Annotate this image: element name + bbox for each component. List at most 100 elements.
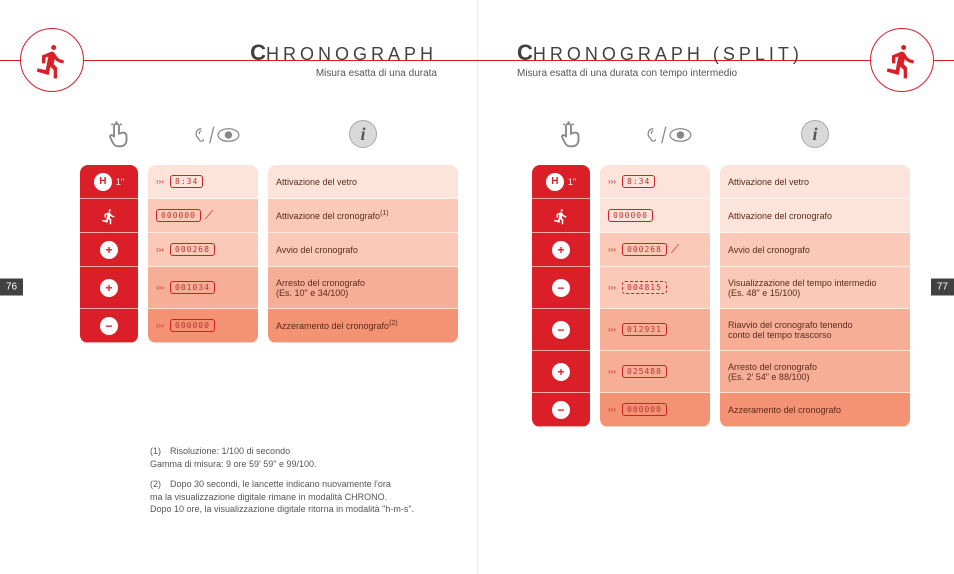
title-block-right: CHRONOGRAPH (SPLIT) Misura esatta di una… <box>517 40 803 79</box>
h-button-icon: H <box>546 173 564 191</box>
action-cell: H1" <box>532 165 590 199</box>
sound-wave-icon: ››› <box>608 283 618 292</box>
display-cell: ››› 8:34 <box>600 165 710 199</box>
lcd-display: 000000 <box>156 209 201 222</box>
page-right: CHRONOGRAPH (SPLIT) Misura esatta di una… <box>477 0 954 574</box>
action-cell: + <box>80 233 138 267</box>
runner-icon <box>100 207 118 225</box>
sound-wave-icon: ››› <box>156 283 166 292</box>
sound-wave-icon: ››› <box>608 325 618 334</box>
minus-button-icon: − <box>552 321 570 339</box>
watch-hand-icon: ⟋ <box>671 242 679 257</box>
page-left: CHRONOGRAPH Misura esatta di una durata … <box>0 0 477 574</box>
info-icon: i <box>801 120 829 148</box>
display-cell: ››› 004815 <box>600 267 710 309</box>
info-cell: Arresto del cronografo(Es. 2' 54" e 88/1… <box>720 351 910 393</box>
footnotes: (1)Risoluzione: 1/100 di secondoGamma di… <box>150 445 437 524</box>
info-cell: Attivazione del cronografo(1) <box>268 199 458 233</box>
lcd-display: 025488 <box>622 365 667 378</box>
runner-icon <box>552 207 570 225</box>
plus-button-icon: + <box>552 363 570 381</box>
lcd-display: 000000 <box>622 403 667 416</box>
action-cell: + <box>532 351 590 393</box>
ear-eye-icon <box>193 120 243 150</box>
page-subtitle: Misura esatta di una durata con tempo in… <box>517 68 803 79</box>
sound-wave-icon: ››› <box>156 321 166 330</box>
hand-tap-icon <box>104 120 134 150</box>
display-column: ››› 8:34 000000 ⟋ ››› 000268 ››› 001034 ››› 00000… <box>148 165 258 343</box>
action-column: H1" + + − <box>80 165 138 343</box>
ear-eye-icon <box>645 120 695 150</box>
action-cell: − <box>532 393 590 427</box>
action-cell: H1" <box>80 165 138 199</box>
lcd-display: 000268 <box>170 243 215 256</box>
info-cell: Arresto del cronografo(Es. 10" e 34/100) <box>268 267 458 309</box>
lcd-display: 000000 <box>170 319 215 332</box>
page-title: CHRONOGRAPH (SPLIT) <box>517 40 803 66</box>
page-subtitle: Misura esatta di una durata <box>250 68 437 79</box>
lcd-display: 8:34 <box>170 175 203 188</box>
plus-button-icon: + <box>100 279 118 297</box>
action-cell: − <box>80 309 138 343</box>
info-cell: Attivazione del vetro <box>720 165 910 199</box>
action-cell: + <box>80 267 138 309</box>
info-cell: Visualizzazione del tempo intermedio(Es.… <box>720 267 910 309</box>
info-cell: Avvio del cronografo <box>268 233 458 267</box>
lcd-display: 8:34 <box>622 175 655 188</box>
display-cell: ››› 025488 <box>600 351 710 393</box>
page-title: CHRONOGRAPH <box>250 40 437 66</box>
display-cell: ››› 000000 <box>600 393 710 427</box>
action-column: H1" + − − + − <box>532 165 590 427</box>
display-cell: ››› 000268 ⟋ <box>600 233 710 267</box>
title-prefix: C <box>517 40 533 65</box>
info-cell: Attivazione del vetro <box>268 165 458 199</box>
lcd-display: 012931 <box>622 323 667 336</box>
lcd-display: 000268 <box>622 243 667 256</box>
hand-tap-icon <box>556 120 586 150</box>
action-cell <box>80 199 138 233</box>
footnote: (1)Risoluzione: 1/100 di secondoGamma di… <box>150 445 437 470</box>
sound-wave-icon: ››› <box>156 245 166 254</box>
h-button-icon: H <box>94 173 112 191</box>
info-cell: Attivazione del cronografo <box>720 199 910 233</box>
info-cell: Azzeramento del cronografo <box>720 393 910 427</box>
title-rest: HRONOGRAPH (SPLIT) <box>533 44 803 64</box>
display-cell: ››› 000268 <box>148 233 258 267</box>
sound-wave-icon: ››› <box>608 405 618 414</box>
title-block-left: CHRONOGRAPH Misura esatta di una durata <box>250 40 437 79</box>
info-cell: Riavvio del cronografo tenendoconto del … <box>720 309 910 351</box>
info-column: Attivazione del vetroAttivazione del cro… <box>720 165 910 427</box>
info-icon: i <box>349 120 377 148</box>
display-cell: ››› 000000 <box>148 309 258 343</box>
display-cell: ››› 001034 <box>148 267 258 309</box>
title-rest: HRONOGRAPH <box>266 44 437 64</box>
instruction-table-right: H1" + − − + − ››› 8:34 000000 ››› 000268 ⟋ ››› 00481… <box>532 165 910 427</box>
sound-wave-icon: ››› <box>608 177 618 186</box>
minus-button-icon: − <box>100 317 118 335</box>
lcd-display: 000000 <box>608 209 653 222</box>
column-header-icons-left: i <box>80 120 448 155</box>
plus-button-icon: + <box>552 241 570 259</box>
watch-hand-icon: ⟋ <box>205 208 213 223</box>
minus-button-icon: − <box>552 279 570 297</box>
display-cell: ››› 8:34 <box>148 165 258 199</box>
instruction-table-left: H1"++− ›››8:34000000⟋›››000268›››001034›… <box>80 165 458 343</box>
column-header-icons-right: i <box>532 120 900 155</box>
sound-wave-icon: ››› <box>608 367 618 376</box>
lcd-display: 001034 <box>170 281 215 294</box>
sound-wave-icon: ››› <box>608 245 618 254</box>
action-cell <box>532 199 590 233</box>
display-cell: 000000 <box>600 199 710 233</box>
info-column: Attivazione del vetroAttivazione del cro… <box>268 165 458 343</box>
display-cell: ››› 012931 <box>600 309 710 351</box>
info-cell: Avvio del cronografo <box>720 233 910 267</box>
minus-button-icon: − <box>552 401 570 419</box>
action-cell: + <box>532 233 590 267</box>
sound-wave-icon: ››› <box>156 177 166 186</box>
display-column: ››› 8:34 000000 ››› 000268 ⟋ ››› 004815 ››› 01293… <box>600 165 710 427</box>
action-cell: − <box>532 267 590 309</box>
footnote: (2)Dopo 30 secondi, le lancette indicano… <box>150 478 437 516</box>
title-prefix: C <box>250 40 266 65</box>
plus-button-icon: + <box>100 241 118 259</box>
lcd-display: 004815 <box>622 281 667 294</box>
